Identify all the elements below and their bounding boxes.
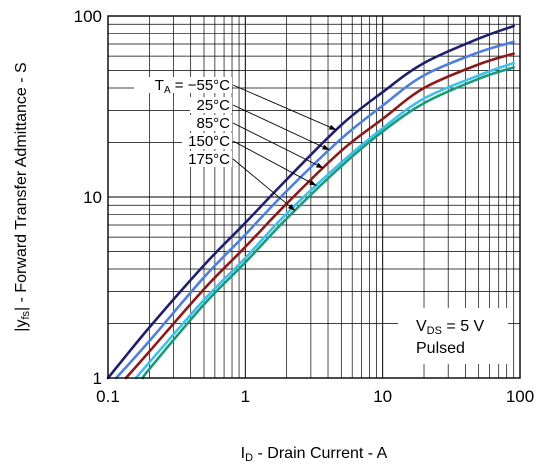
arrow-head: [315, 162, 324, 169]
leader-line: [232, 84, 337, 131]
series-line: [141, 66, 515, 380]
x-tick-label: 0.1: [96, 387, 120, 406]
leader-line: [232, 122, 324, 169]
curves: [106, 24, 515, 380]
y-tick-label: 1: [93, 369, 102, 388]
series-line: [106, 24, 515, 380]
y-tick-label: 10: [83, 188, 102, 207]
arrow-head: [328, 124, 337, 130]
series-line: [134, 61, 515, 380]
plot-frame: [107, 15, 521, 379]
annotation-background: [398, 308, 508, 364]
annotation-pulsed: Pulsed: [416, 340, 465, 357]
series-label: 175°C: [188, 151, 230, 168]
arrow-head: [287, 204, 296, 211]
leader-line: [232, 140, 317, 187]
leader-line: [232, 104, 330, 151]
leader-arrows: [232, 84, 337, 211]
series-label-background: [190, 97, 232, 113]
series-line: [124, 52, 515, 380]
series-line: [115, 40, 515, 380]
y-axis-title: |yfs| - Forward Transfer Admittance - S: [13, 62, 32, 331]
x-tick-label: 10: [373, 387, 392, 406]
arrow-head: [309, 180, 317, 186]
series-label-background: [182, 133, 232, 149]
leader-line: [232, 158, 296, 211]
y-tick-label: 100: [74, 7, 102, 26]
arrow-head: [322, 144, 330, 150]
series-label: 150°C: [188, 133, 230, 150]
series-label-background: [182, 151, 232, 167]
x-tick-label: 100: [506, 387, 534, 406]
series-label: 85°C: [196, 115, 230, 132]
test-condition-annotation: VDS = 5 V Pulsed: [398, 308, 508, 364]
series-label: TA = −55°C: [155, 77, 230, 96]
annotation-vds: VDS = 5 V: [416, 318, 485, 337]
series-label-background: [190, 115, 232, 131]
series-label: 25°C: [196, 97, 230, 114]
x-axis-title: ID - Drain Current - A: [241, 445, 388, 464]
series-label-background: [134, 77, 232, 93]
x-tick-label: 1: [241, 387, 250, 406]
